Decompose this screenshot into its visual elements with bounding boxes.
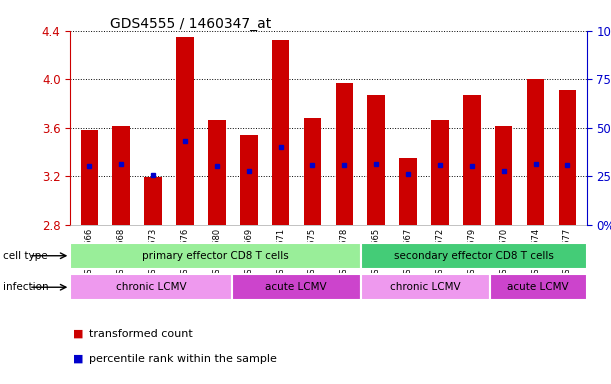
Text: infection: infection: [3, 282, 49, 292]
Text: ■: ■: [73, 329, 84, 339]
Bar: [495, 126, 513, 225]
Bar: [527, 79, 544, 225]
Bar: [144, 177, 162, 225]
Bar: [112, 126, 130, 225]
Text: GDS4555 / 1460347_at: GDS4555 / 1460347_at: [110, 17, 271, 31]
Bar: [558, 90, 576, 225]
Bar: [360, 243, 587, 269]
Bar: [360, 274, 490, 300]
Bar: [232, 274, 360, 300]
Bar: [463, 95, 481, 225]
Text: acute LCMV: acute LCMV: [265, 282, 327, 292]
Bar: [335, 83, 353, 225]
Bar: [400, 158, 417, 225]
Bar: [240, 135, 257, 225]
Bar: [490, 274, 587, 300]
Text: transformed count: transformed count: [89, 329, 192, 339]
Bar: [304, 118, 321, 225]
Bar: [367, 95, 385, 225]
Bar: [81, 130, 98, 225]
Bar: [176, 37, 194, 225]
Bar: [272, 40, 290, 225]
Bar: [208, 121, 225, 225]
Text: acute LCMV: acute LCMV: [507, 282, 569, 292]
Text: percentile rank within the sample: percentile rank within the sample: [89, 354, 276, 364]
Text: cell type: cell type: [3, 251, 48, 261]
Text: primary effector CD8 T cells: primary effector CD8 T cells: [142, 251, 289, 261]
Bar: [70, 274, 232, 300]
Text: secondary effector CD8 T cells: secondary effector CD8 T cells: [393, 251, 554, 261]
Text: ■: ■: [73, 354, 84, 364]
Text: chronic LCMV: chronic LCMV: [390, 282, 461, 292]
Bar: [431, 121, 448, 225]
Text: chronic LCMV: chronic LCMV: [115, 282, 186, 292]
Bar: [70, 243, 360, 269]
